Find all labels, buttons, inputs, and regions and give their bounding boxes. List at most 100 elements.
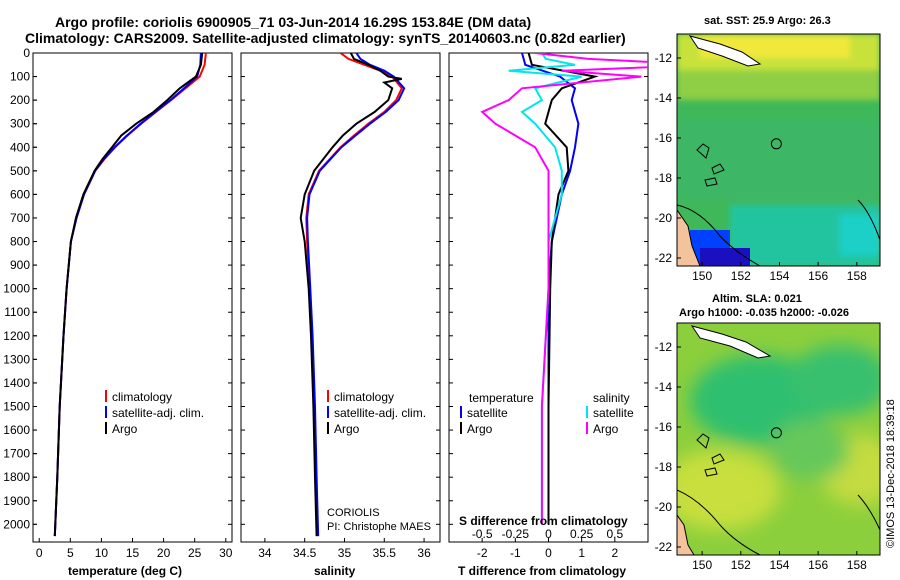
series-line-salinity-argo (480, 53, 648, 525)
x-tick-label: 2 (611, 546, 618, 560)
difference-panel: -2 -1 0 1 2 (449, 52, 648, 560)
legend-swatch-s-argo (586, 422, 588, 434)
sst-mid-band (677, 70, 880, 100)
map-y-tick-label: -14 (655, 91, 673, 105)
reef-ring-1 (696, 433, 710, 449)
salinity-panel: 34 34.5 35 35.5 36 (241, 52, 440, 560)
depth-axis: 0 100 200 300 400 500 600 700 800 900 1000 1100 1200… (3, 46, 37, 531)
depth-tick-label: 1300 (3, 352, 30, 366)
map-y-tick-label: -14 (655, 380, 673, 394)
depth-tick-label: 900 (10, 258, 30, 272)
sla-map (677, 323, 880, 555)
legend-label-argo: Argo (112, 422, 138, 436)
island-png (688, 35, 762, 67)
map-y-tick-label: -22 (655, 251, 673, 265)
legend-label-satellite: satellite-adj. clim. (112, 406, 204, 420)
sla-high-2 (790, 345, 880, 415)
x-tick-label: 15 (126, 546, 140, 560)
reef-ring-3 (704, 177, 718, 187)
s-diff-tick-label: 0 (545, 527, 552, 541)
legend-label-climatology: climatology (334, 390, 394, 404)
sla-low-1 (677, 450, 780, 530)
watermark: ©IMOS 13-Dec-2018 18:39:18 (885, 399, 897, 548)
sst-map (677, 34, 880, 266)
sla-map-subtitle: Argo h1000: -0.035 h2000: -0.026 (679, 307, 849, 319)
sst-map-frame (676, 33, 881, 267)
difference-legend: temperature satellite Argo salinity sate… (460, 391, 634, 436)
map-y-tick-label: -16 (655, 420, 673, 434)
depth-tick-label: 300 (10, 117, 30, 131)
s-diff-tick-label: -0.5 (472, 527, 493, 541)
depth-tick-label: 1800 (3, 470, 30, 484)
depth-tick-label: 1600 (3, 423, 30, 437)
legend-heading-salinity: salinity (593, 391, 630, 405)
sla-map-frame (676, 322, 881, 556)
map-x-tick-label: 154 (769, 558, 789, 572)
legend-swatch-satellite (105, 406, 107, 418)
s-diff-tick-label: -0.25 (502, 527, 530, 541)
title-line-2: Climatology: CARS2009. Satellite-adjuste… (25, 30, 626, 46)
sla-map-title: Altim. SLA: 0.021 (712, 293, 802, 305)
legend-label-climatology: climatology (112, 390, 172, 404)
sst-cool-band (677, 120, 880, 200)
legend-label-satellite: satellite-adj. clim. (334, 406, 426, 420)
x-tick-label: 36 (417, 546, 431, 560)
map-x-tick-label: 150 (692, 558, 712, 572)
map-y-tick-label: -18 (655, 460, 673, 474)
reef-outline-2 (857, 494, 880, 531)
map-x-tick-label: 156 (808, 558, 828, 572)
t-difference-axis-label: T difference from climatology (458, 564, 626, 578)
map-y-tick-label: -16 (655, 131, 673, 145)
x-tick-label: -2 (477, 546, 488, 560)
legend-label-t-satellite: satellite (467, 406, 508, 420)
credit-pi: PI: Christophe MAES (327, 521, 431, 533)
x-tick-label: -1 (510, 546, 521, 560)
legend-label-t-argo: Argo (467, 422, 493, 436)
x-tick-label: 35.5 (373, 546, 397, 560)
x-tick-label: 34 (258, 546, 272, 560)
series-line-argo (299, 53, 403, 537)
depth-tick-label: 0 (23, 46, 30, 60)
legend-swatch-climatology (105, 390, 107, 402)
map-y-tick-label: -22 (655, 540, 673, 554)
s-difference-label: S difference from climatology (459, 514, 628, 528)
reef-ring-2 (711, 453, 725, 465)
reef-ring-1 (696, 143, 710, 159)
x-tick-label: 10 (95, 546, 109, 560)
sst-cold-coast-2 (700, 248, 750, 266)
s-diff-tick-label: 0.5 (606, 527, 623, 541)
temperature-axis-label: temperature (deg C) (68, 564, 182, 578)
series-line-temperature-argo (527, 53, 599, 525)
x-tick-label: 5 (67, 546, 74, 560)
depth-tick-label: 200 (10, 93, 30, 107)
map-x-tick-label: 152 (731, 558, 751, 572)
x-tick-label: 25 (188, 546, 202, 560)
land (677, 514, 695, 555)
temperature-panel: 0 5 10 15 20 25 30 (33, 52, 233, 560)
depth-tick-label: 500 (10, 164, 30, 178)
depth-tick-label: 1500 (3, 399, 30, 413)
depth-tick-label: 1200 (3, 329, 30, 343)
depth-tick-label: 1000 (3, 282, 30, 296)
map-x-tick-label: 158 (847, 269, 867, 283)
map-y-tick-label: -20 (655, 500, 673, 514)
sla-map-argo-marker (770, 427, 782, 439)
map-x-tick-label: 154 (769, 269, 789, 283)
legend-swatch-climatology (327, 390, 329, 402)
map-y-tick-label: -18 (655, 171, 673, 185)
sla-map-ticks: 150 152 154 156 158 -12 -14 -16 -18 -20 -22 (655, 340, 867, 572)
x-tick-label: 0 (36, 546, 43, 560)
legend-swatch-t-satellite (460, 406, 462, 418)
map-y-tick-label: -12 (655, 340, 673, 354)
sla-mid (770, 420, 850, 480)
legend-label-s-satellite: satellite (593, 406, 634, 420)
x-tick-label: 20 (157, 546, 171, 560)
map-y-tick-label: -20 (655, 211, 673, 225)
temperature-legend: climatology satellite-adj. clim. Argo (105, 390, 204, 436)
depth-tick-label: 1100 (4, 305, 30, 319)
series-line-climatology (53, 53, 207, 537)
title-line-1: Argo profile: coriolis 6900905_71 03-Jun… (55, 14, 531, 30)
sst-map-ticks: 150 152 154 156 158 -12 -14 -16 -18 -20 -22 (655, 51, 867, 283)
legend-swatch-argo (327, 422, 329, 434)
